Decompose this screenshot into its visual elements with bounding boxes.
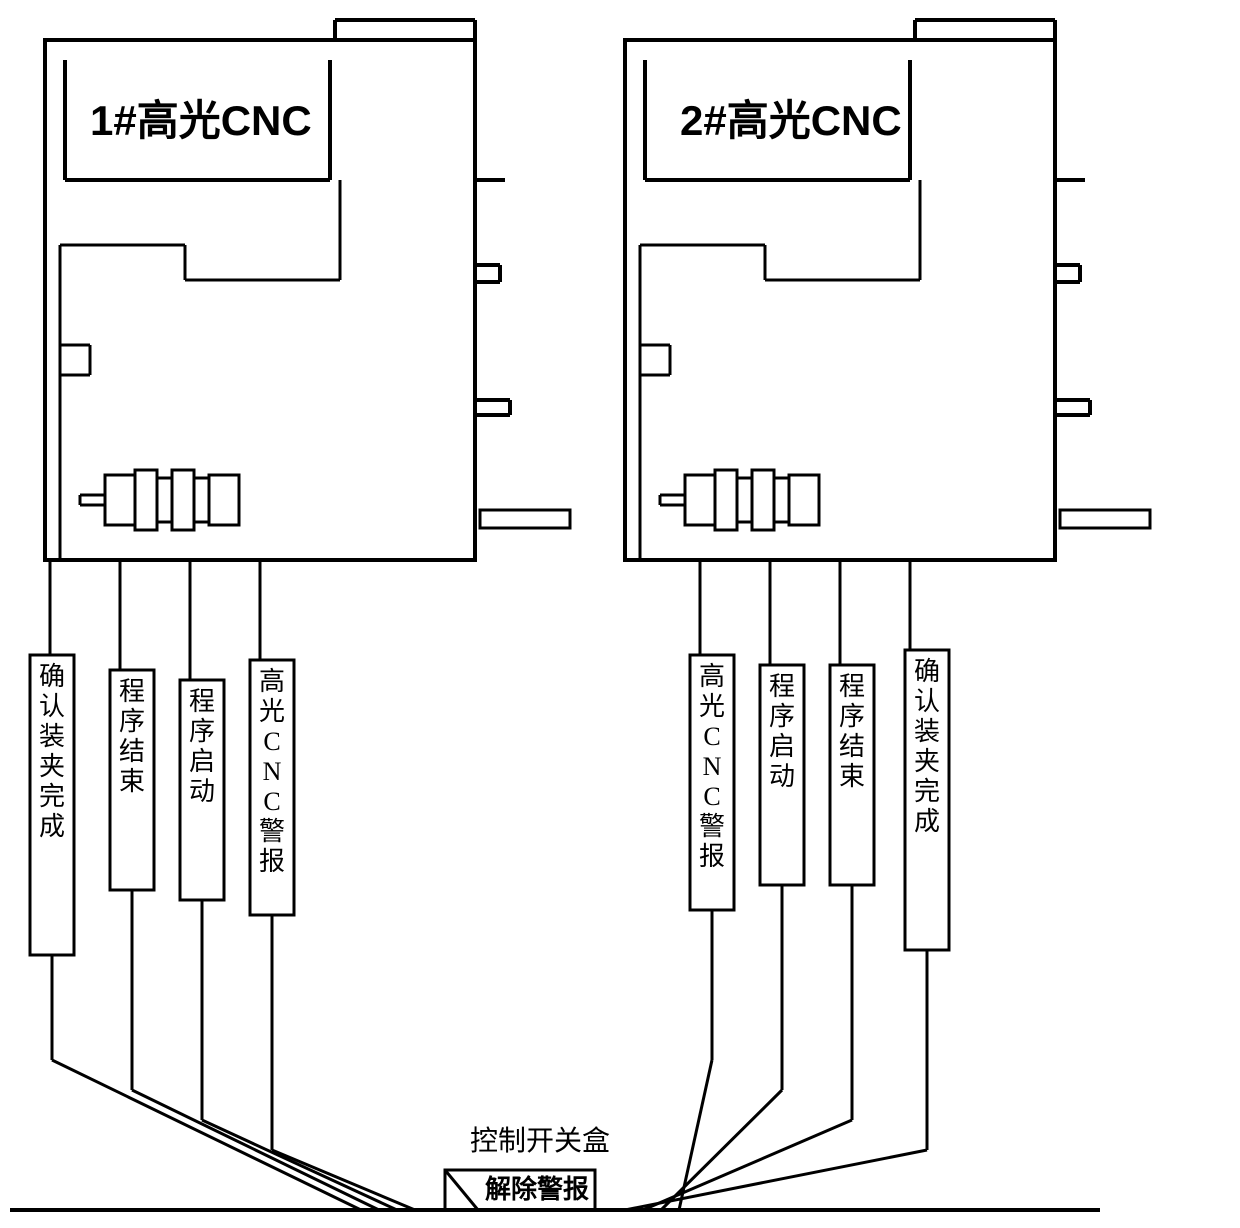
svg-text:C: C: [263, 787, 280, 816]
svg-text:启: 启: [769, 732, 795, 761]
svg-text:认: 认: [914, 687, 940, 716]
clear-alarm-label: 解除警报: [485, 1174, 589, 1204]
machine-2-fixture: [660, 470, 819, 530]
signal-cnc-alarm: 高光CNC警报: [250, 560, 415, 1210]
svg-text:结: 结: [839, 732, 865, 761]
svg-text:成: 成: [914, 807, 940, 836]
svg-text:动: 动: [189, 777, 215, 806]
signal-program-end: 程序结束: [110, 560, 379, 1210]
svg-text:光: 光: [699, 692, 725, 721]
svg-text:装: 装: [39, 722, 65, 751]
cnc-system-diagram: 1#高光CNC: [0, 0, 1240, 1228]
machine-1: 1#高光CNC: [45, 20, 570, 560]
svg-text:成: 成: [39, 812, 65, 841]
machine-1-title: 1#高光CNC: [90, 97, 312, 144]
left-signals-group: 确认装夹完成程序结束程序启动高光CNC警报: [30, 560, 415, 1210]
svg-text:完: 完: [914, 777, 940, 806]
svg-text:高: 高: [699, 662, 725, 691]
svg-text:C: C: [703, 782, 720, 811]
svg-text:确: 确: [39, 662, 65, 691]
svg-text:程: 程: [189, 687, 215, 716]
machine-1-fixture: [80, 470, 239, 530]
svg-text:报: 报: [699, 842, 725, 871]
svg-text:确: 确: [914, 657, 940, 686]
svg-text:序: 序: [189, 717, 215, 746]
svg-text:动: 动: [769, 762, 795, 791]
svg-text:夹: 夹: [39, 752, 65, 781]
svg-text:C: C: [263, 727, 280, 756]
svg-text:程: 程: [839, 672, 865, 701]
svg-text:警: 警: [259, 817, 285, 846]
signal-cnc-alarm: 高光CNC警报: [679, 560, 734, 1210]
svg-text:序: 序: [839, 702, 865, 731]
svg-text:束: 束: [839, 762, 865, 791]
svg-text:序: 序: [119, 707, 145, 736]
control-switch-box: 控制开关盒 解除警报: [445, 1125, 610, 1210]
svg-text:夹: 夹: [914, 747, 940, 776]
control-box-label: 控制开关盒: [470, 1125, 610, 1157]
svg-text:光: 光: [259, 697, 285, 726]
machine-2: 2#高光CNC: [625, 20, 1150, 560]
svg-text:C: C: [703, 722, 720, 751]
svg-text:警: 警: [699, 812, 725, 841]
svg-text:程: 程: [119, 677, 145, 706]
svg-text:报: 报: [259, 847, 285, 876]
svg-text:装: 装: [914, 717, 940, 746]
svg-text:N: N: [703, 752, 722, 781]
svg-text:束: 束: [119, 767, 145, 796]
svg-text:完: 完: [39, 782, 65, 811]
svg-text:序: 序: [769, 702, 795, 731]
svg-text:N: N: [263, 757, 282, 786]
machine-2-title: 2#高光CNC: [680, 97, 902, 144]
svg-text:高: 高: [259, 667, 285, 696]
svg-text:结: 结: [119, 737, 145, 766]
svg-text:启: 启: [189, 747, 215, 776]
svg-text:认: 认: [39, 692, 65, 721]
svg-text:程: 程: [769, 672, 795, 701]
right-signals-group: 高光CNC警报程序启动程序结束确认装夹完成: [625, 560, 949, 1210]
